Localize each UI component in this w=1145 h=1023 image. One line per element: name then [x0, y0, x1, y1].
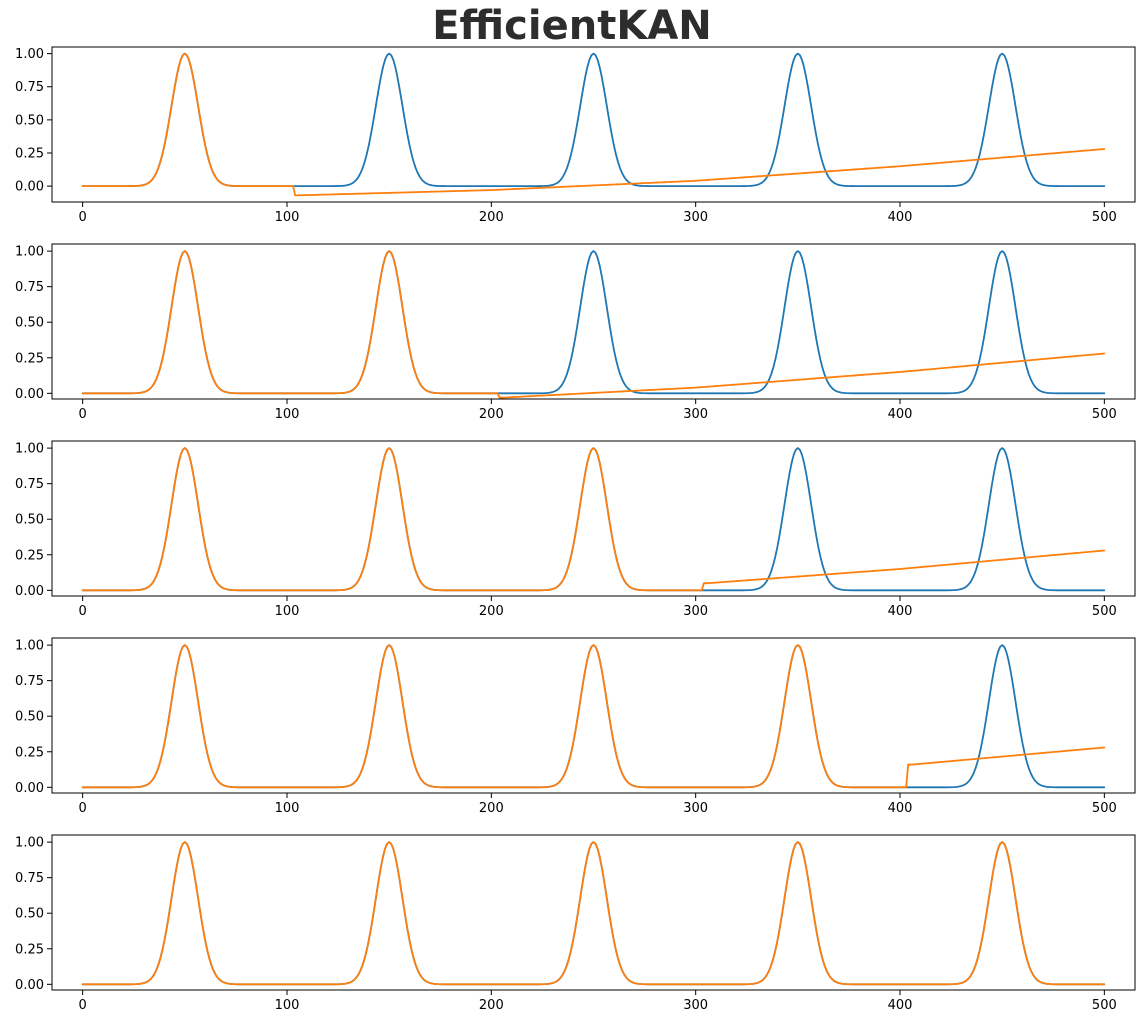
- y-tick-label: 1.00: [15, 639, 44, 654]
- subplot-5: 0 100 200 300 400 500 0.00 0.25 0.50 0.75 1.00: [15, 834, 1136, 1013]
- subplot-2: 0 100 200 300 400 500 0.00 0.25 0.50 0.75 1.00: [15, 243, 1136, 422]
- subplot-1: 0 100 200 300 400 500 0.00 0.25 0.50 0.75 1.00: [15, 46, 1136, 225]
- series-line-target: [81, 841, 1106, 986]
- axes-frame: [51, 440, 1136, 597]
- y-tick-label: 1.00: [15, 442, 44, 457]
- y-tick-label: 0.25: [15, 548, 44, 563]
- y-tick-label: 0.75: [15, 871, 44, 886]
- y-tick-label: 0.00: [15, 180, 44, 195]
- series-line-prediction: [81, 447, 1106, 592]
- series-line-prediction: [81, 52, 1106, 197]
- y-tick-label: 1.00: [15, 836, 44, 851]
- y-tick-label: 0.00: [15, 387, 44, 402]
- x-tick-label: 0: [79, 801, 87, 816]
- y-tick-label: 0.75: [15, 280, 44, 295]
- subplot-4: 0 100 200 300 400 500 0.00 0.25 0.50 0.75 1.00: [15, 637, 1136, 816]
- series-line-target: [81, 250, 1106, 395]
- y-tick-label: 0.50: [15, 513, 44, 528]
- x-tick-label: 300: [683, 210, 708, 225]
- y-tick-label: 0.50: [15, 316, 44, 331]
- x-tick-label: 100: [275, 407, 300, 422]
- x-tick-label: 400: [888, 210, 913, 225]
- y-tick-label: 0.75: [15, 80, 44, 95]
- y-tick-label: 0.75: [15, 674, 44, 689]
- y-tick-label: 1.00: [15, 47, 44, 62]
- x-tick-label: 300: [683, 604, 708, 619]
- series-line-target: [81, 447, 1106, 592]
- axes-frame: [51, 637, 1136, 794]
- axes-frame: [51, 834, 1136, 991]
- y-tick-label: 0.00: [15, 584, 44, 599]
- series-line-prediction: [81, 644, 1106, 789]
- y-tick-label: 0.25: [15, 942, 44, 957]
- subplot-grid: 0 100 200 300 400 500 0.00 0.25 0.50 0.75 1.00 0 100…: [15, 46, 1136, 1013]
- y-tick-label: 0.50: [15, 113, 44, 128]
- x-tick-label: 400: [888, 604, 913, 619]
- y-tick-label: 0.50: [15, 907, 44, 922]
- x-tick-label: 100: [275, 801, 300, 816]
- x-tick-label: 500: [1092, 407, 1117, 422]
- x-tick-label: 400: [888, 407, 913, 422]
- x-tick-label: 0: [79, 210, 87, 225]
- y-tick-label: 0.00: [15, 978, 44, 993]
- x-tick-label: 300: [683, 407, 708, 422]
- x-tick-label: 100: [275, 210, 300, 225]
- y-tick-label: 0.25: [15, 745, 44, 760]
- axes-frame: [51, 46, 1136, 203]
- x-tick-label: 100: [275, 604, 300, 619]
- x-tick-label: 200: [479, 407, 504, 422]
- x-tick-label: 400: [888, 801, 913, 816]
- y-tick-label: 0.75: [15, 477, 44, 492]
- y-tick-label: 0.00: [15, 781, 44, 796]
- x-tick-label: 200: [479, 604, 504, 619]
- y-tick-label: 0.25: [15, 351, 44, 366]
- axes-frame: [51, 243, 1136, 400]
- x-tick-label: 500: [1092, 210, 1117, 225]
- figure-title: EfficientKAN: [432, 3, 712, 49]
- series-line-prediction: [81, 250, 1106, 399]
- x-tick-label: 200: [479, 998, 504, 1013]
- y-tick-label: 0.50: [15, 710, 44, 725]
- x-tick-label: 200: [479, 801, 504, 816]
- y-tick-label: 1.00: [15, 245, 44, 260]
- x-tick-label: 400: [888, 998, 913, 1013]
- x-tick-label: 200: [479, 210, 504, 225]
- x-tick-label: 0: [79, 407, 87, 422]
- x-tick-label: 0: [79, 998, 87, 1013]
- x-tick-label: 500: [1092, 801, 1117, 816]
- series-line-target: [81, 644, 1106, 789]
- series-line-target: [81, 52, 1106, 187]
- y-tick-label: 0.25: [15, 146, 44, 161]
- x-tick-label: 500: [1092, 604, 1117, 619]
- x-tick-label: 0: [79, 604, 87, 619]
- x-tick-label: 300: [683, 998, 708, 1013]
- series-line-prediction: [81, 841, 1106, 986]
- x-tick-label: 300: [683, 801, 708, 816]
- subplot-3: 0 100 200 300 400 500 0.00 0.25 0.50 0.75 1.00: [15, 440, 1136, 619]
- x-tick-label: 500: [1092, 998, 1117, 1013]
- x-tick-label: 100: [275, 998, 300, 1013]
